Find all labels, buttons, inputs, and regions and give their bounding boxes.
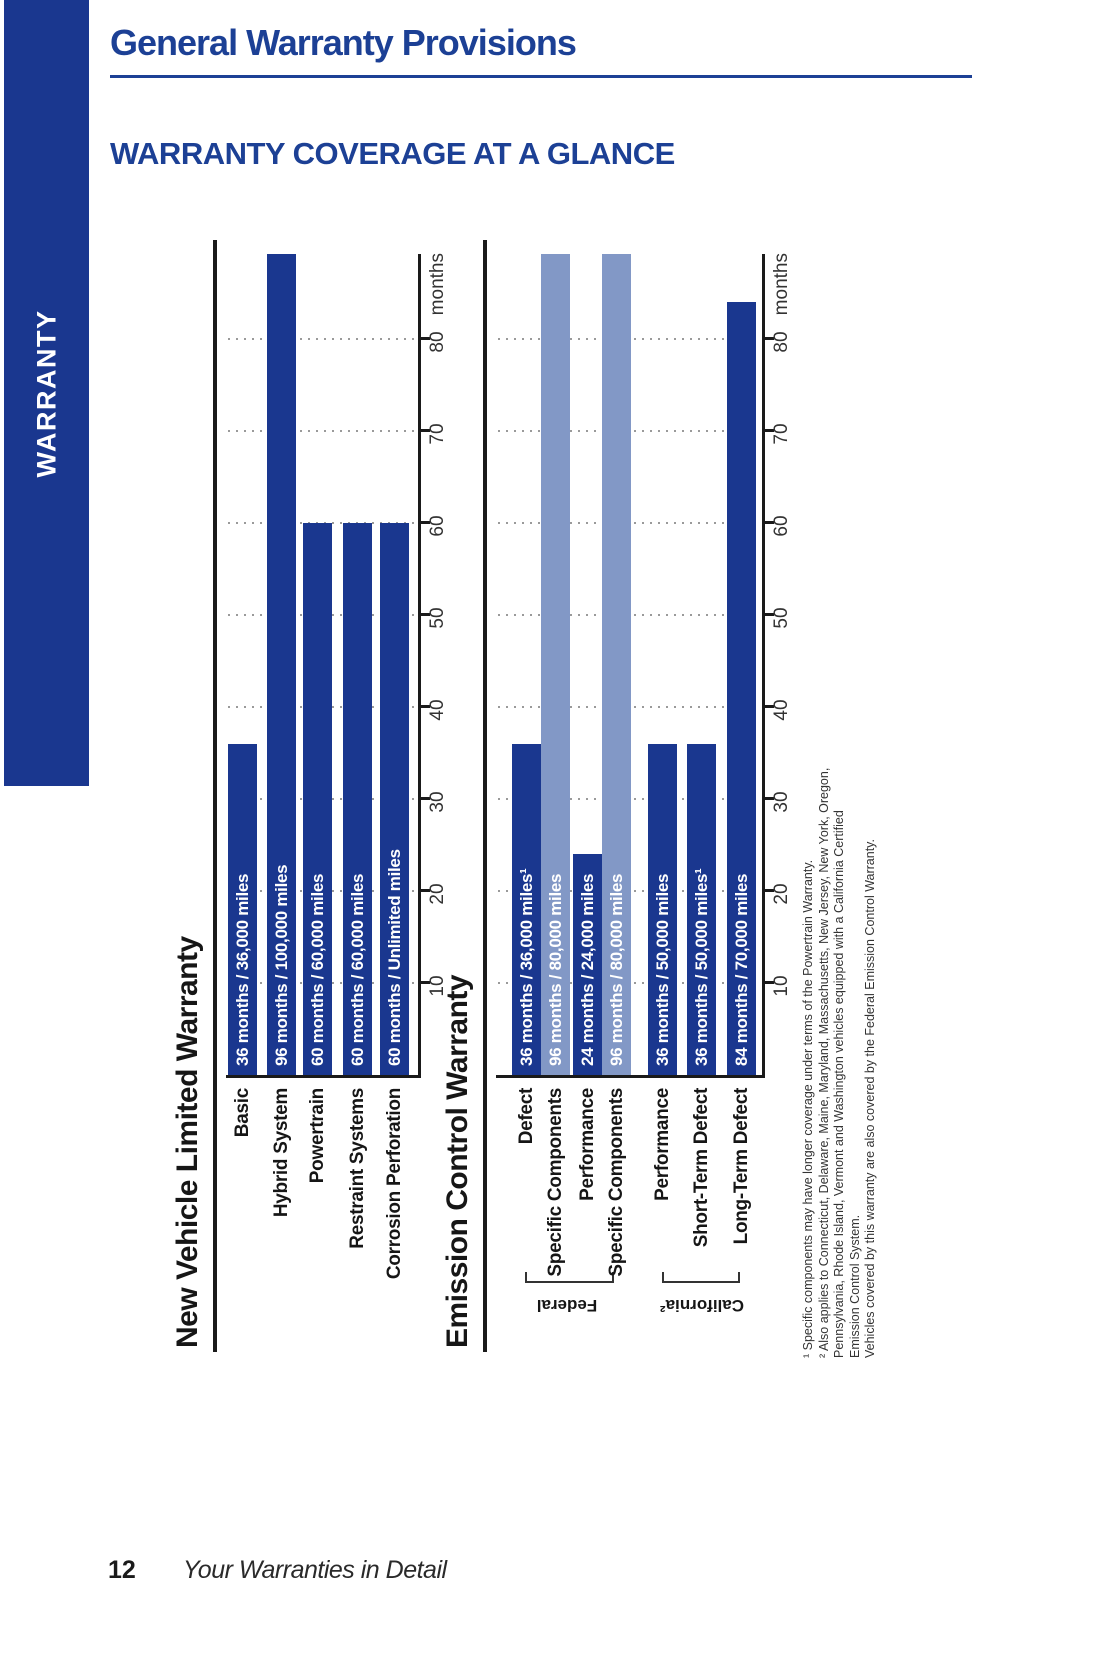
category-label: Specific Components bbox=[544, 1088, 566, 1277]
axis-tick-label: 10 bbox=[771, 975, 792, 997]
bar-value-label: 36 months / 50,000 miles bbox=[652, 873, 672, 1066]
category-label: Defect bbox=[515, 1088, 537, 1145]
chart-title: Emission Control Warranty bbox=[441, 974, 474, 1348]
bar-corrosion-perforation: 60 months / Unlimited miles bbox=[380, 523, 409, 1075]
category-label: Corrosion Perforation bbox=[383, 1088, 405, 1280]
bar-restraint-systems: 60 months / 60,000 miles bbox=[343, 523, 372, 1075]
title-rule bbox=[110, 75, 972, 78]
chart-title: New Vehicle Limited Warranty bbox=[171, 936, 204, 1348]
bar-row: Short-Term Defect 36 months / 50,000 mil… bbox=[687, 254, 716, 1247]
footnote-line: Vehicles covered by this warranty are al… bbox=[863, 839, 877, 1358]
california-group-bracket bbox=[662, 1272, 740, 1283]
category-label: Hybrid System bbox=[270, 1088, 292, 1218]
bar-basic: 36 months / 36,000 miles bbox=[228, 743, 257, 1075]
warranty-sidebar-tab: WARRANTY bbox=[4, 0, 89, 786]
bar-value-label: 36 months / 50,000 miles¹ bbox=[691, 868, 711, 1066]
chart-title-rule bbox=[213, 240, 217, 1352]
chart-title-rule bbox=[483, 240, 487, 1352]
bar-powertrain: 60 months / 60,000 miles bbox=[303, 523, 332, 1075]
axis-labels: months 10 20 30 40 50 60 70 80 bbox=[765, 253, 793, 1078]
bar-value-label: 60 months / 60,000 miles bbox=[347, 873, 367, 1066]
category-label: Basic bbox=[231, 1088, 253, 1138]
footnote-line: Pennsylvania, Rhode Island, Vermont and … bbox=[832, 810, 846, 1358]
bar-value-label: 96 months / 100,000 miles bbox=[271, 864, 291, 1066]
sidebar-label: WARRANTY bbox=[31, 309, 61, 477]
category-label: Performance bbox=[576, 1088, 598, 1201]
footnote-line: Emission Control System. bbox=[847, 1214, 862, 1358]
plot-area: Basic 36 months / 36,000 miles Hybrid Sy… bbox=[226, 254, 430, 1279]
bar-value-label: 36 months / 36,000 miles bbox=[232, 873, 252, 1066]
bar-hybrid-system: 96 months / 100,000 miles bbox=[267, 254, 296, 1075]
bar-value-label: 60 months / 60,000 miles bbox=[307, 873, 327, 1066]
bar-row: Basic 36 months / 36,000 miles bbox=[228, 254, 257, 1137]
bar-value-label: 84 months / 70,000 miles bbox=[731, 873, 751, 1066]
bar-california-performance: 36 months / 50,000 miles bbox=[648, 743, 677, 1075]
category-label: Powertrain bbox=[306, 1088, 328, 1184]
bar-value-label: 60 months / Unlimited miles bbox=[384, 849, 404, 1066]
category-label: Performance bbox=[651, 1088, 673, 1201]
federal-group-label: Federal bbox=[536, 1296, 598, 1315]
axis-unit-label: months bbox=[771, 253, 792, 316]
bar-row: Specific Components 96 months / 80,000 m… bbox=[602, 254, 631, 1277]
bar-row: Performance 36 months / 50,000 miles bbox=[648, 254, 677, 1201]
bar-value-label: 36 months / 36,000 miles¹ bbox=[516, 868, 536, 1066]
page-title: General Warranty Provisions bbox=[110, 22, 577, 63]
california-group-label: California² bbox=[659, 1296, 745, 1315]
category-label: Restraint Systems bbox=[346, 1088, 368, 1249]
bar-row: Powertrain 60 months / 60,000 miles bbox=[303, 254, 332, 1183]
axis-tick-label: 20 bbox=[771, 883, 792, 905]
bar-federal-specific-components: 96 months / 80,000 miles bbox=[541, 254, 570, 1075]
bar-california-short-term-defect: 36 months / 50,000 miles¹ bbox=[687, 743, 716, 1075]
footer-title: Your Warranties in Detail bbox=[183, 1556, 447, 1584]
bar-federal-defect: 36 months / 36,000 miles¹ bbox=[512, 743, 541, 1075]
section-title: WARRANTY COVERAGE AT A GLANCE bbox=[110, 136, 675, 171]
bar-row: Restraint Systems 60 months / 60,000 mil… bbox=[343, 254, 372, 1249]
bar-federal-specific-components-2: 96 months / 80,000 miles bbox=[602, 254, 631, 1075]
axis-tick-label: 30 bbox=[771, 791, 792, 813]
bar-row: Defect 36 months / 36,000 miles¹ bbox=[512, 254, 541, 1144]
page-number: 12 bbox=[108, 1556, 136, 1584]
axis-tick-label: 50 bbox=[771, 607, 792, 629]
axis-tick-label: 80 bbox=[771, 331, 792, 353]
chart-emission-control-warranty: Emission Control Warranty Defect 36 mont… bbox=[440, 230, 795, 1360]
bar-row: Specific Components 96 months / 80,000 m… bbox=[541, 254, 570, 1277]
category-label: Specific Components bbox=[605, 1088, 627, 1277]
axis-tick-label: 40 bbox=[771, 699, 792, 721]
bar-value-label: 24 months / 24,000 miles bbox=[577, 873, 597, 1066]
axis-tick-label: 60 bbox=[771, 515, 792, 537]
bar-row: Corrosion Perforation 60 months / Unlimi… bbox=[380, 254, 409, 1279]
bar-value-label: 96 months / 80,000 miles bbox=[606, 873, 626, 1066]
axis-tick-label: 70 bbox=[771, 423, 792, 445]
footnotes: ¹ Specific components may have longer co… bbox=[795, 230, 879, 1360]
footnote-line: ² Also applies to Connecticut, Delaware,… bbox=[816, 767, 831, 1358]
category-label: Long-Term Defect bbox=[730, 1088, 752, 1245]
bar-row: Performance 24 months / 24,000 miles bbox=[573, 254, 602, 1201]
plot-area: Defect 36 months / 36,000 miles¹ Specifi… bbox=[496, 254, 774, 1277]
bar-row: Long-Term Defect 84 months / 70,000 mile… bbox=[727, 254, 756, 1244]
bar-value-label: 96 months / 80,000 miles bbox=[545, 873, 565, 1066]
chart-new-vehicle-limited-warranty: New Vehicle Limited Warranty Basic 36 mo… bbox=[170, 230, 448, 1360]
bar-california-long-term-defect: 84 months / 70,000 miles bbox=[727, 302, 756, 1075]
category-label: Short-Term Defect bbox=[690, 1088, 712, 1248]
footnote-line: ¹ Specific components may have longer co… bbox=[801, 859, 815, 1358]
rotated-chart-panel: New Vehicle Limited Warranty Basic 36 mo… bbox=[170, 230, 879, 1360]
bar-federal-performance: 24 months / 24,000 miles bbox=[573, 854, 602, 1075]
federal-group-bracket bbox=[525, 1272, 614, 1283]
bar-row: Hybrid System 96 months / 100,000 miles bbox=[267, 254, 296, 1217]
